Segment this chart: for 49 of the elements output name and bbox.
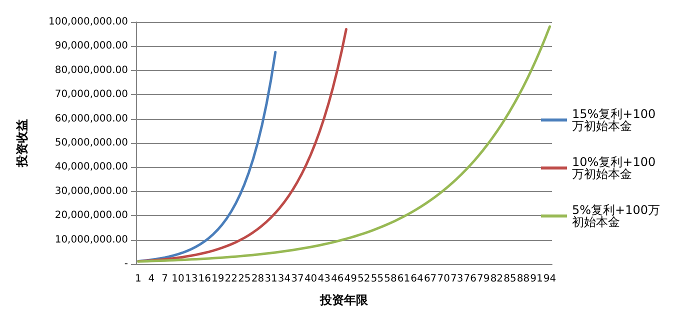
x-tick-label: 49 [344,274,358,284]
x-axis-title: 投资年限 [319,293,369,307]
x-tick-label: 64 [410,274,424,284]
x-tick-label: 16 [198,274,211,284]
x-tick-label: 7 [162,274,168,284]
x-tick-label: 19 [212,274,224,284]
y-tick-label: 20,000,000.00 [54,210,128,222]
y-tick-label: 100,000,000.00 [48,16,128,28]
x-tick-label: 13 [184,274,198,284]
x-tick-label: 85 [504,274,516,284]
x-tick-label: 34 [278,274,291,284]
x-tick-label: 70 [437,274,450,284]
legend-label: 10%复利+100万初始本金 [572,155,656,181]
x-tick-label: 82 [490,274,504,284]
x-tick-label: 31 [264,274,278,284]
line-series [136,28,348,263]
y-tick-label: 60,000,000.00 [54,113,128,124]
x-tick-label: 67 [424,274,437,284]
y-axis-title: 投资收益 [15,119,29,168]
x-tick-label: 88 [516,274,530,284]
legend-label: 15%复利+100万初始本金 [572,107,656,133]
x-tick-label: 28 [251,274,264,284]
x-tick-label: 25 [238,274,251,284]
x-tick-label: 91 [530,274,543,284]
x-tick-label: 10 [172,274,184,284]
x-tick-label: 4 [148,274,155,284]
y-tick-label: 80,000,000.00 [54,64,128,76]
x-tick-label: 37 [291,274,304,284]
x-tick-label: 1 [135,274,142,284]
y-tick-label: 40,000,000.00 [54,162,128,173]
x-tick-label: 22 [224,274,238,284]
x-tick-label: 40 [304,274,318,284]
y-tick-label: - [124,258,128,270]
x-tick-label: 94 [543,274,556,284]
y-tick-label: 10,000,000.00 [54,234,128,246]
x-tick-label: 55 [370,274,384,284]
x-tick-label: 76 [464,274,476,284]
y-tick-label: 50,000,000.00 [54,138,128,148]
y-tick-label: 30,000,000.00 [54,186,128,197]
x-tick-label: 58 [384,274,397,284]
x-tick-label: 79 [477,274,490,284]
y-tick-label: 70,000,000.00 [54,89,128,100]
x-tick-label: 61 [397,274,410,284]
legend-label: 5%复利+100万初始本金 [572,203,660,229]
x-tick-label: 52 [358,274,370,284]
y-tick-label: 90,000,000.00 [54,40,128,52]
x-tick-label: 43 [318,274,330,284]
x-tick-label: 73 [450,274,464,284]
x-tick-label: 46 [330,274,344,284]
